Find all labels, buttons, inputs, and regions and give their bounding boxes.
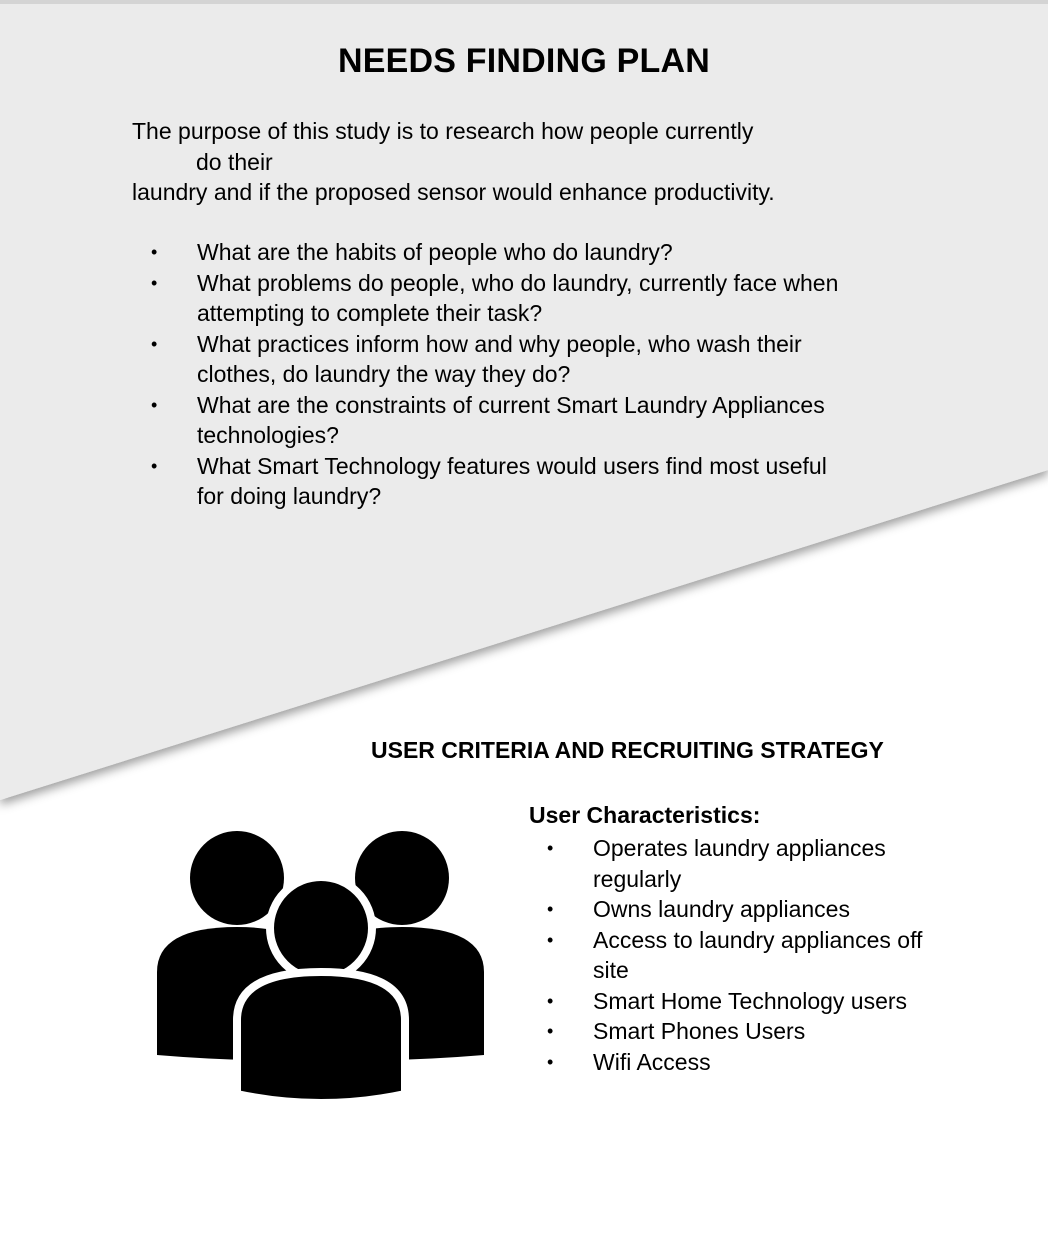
characteristic-item: Wifi Access — [529, 1047, 929, 1078]
research-question: What are the constraints of current Smar… — [133, 390, 853, 451]
purpose-line: laundry and if the proposed sensor would… — [132, 179, 775, 205]
research-questions-list: What are the habits of people who do lau… — [133, 237, 853, 512]
page-title: NEEDS FINDING PLAN — [338, 42, 710, 80]
user-characteristics-list: Operates laundry appliances regularly Ow… — [529, 833, 929, 1077]
characteristic-item: Operates laundry appliances regularly — [529, 833, 929, 894]
research-question: What are the habits of people who do lau… — [133, 237, 853, 268]
research-question: What Smart Technology features would use… — [133, 451, 853, 512]
purpose-line: The purpose of this study is to research… — [132, 118, 754, 144]
characteristics-heading: User Characteristics: — [529, 802, 761, 828]
users-group-icon — [157, 831, 484, 1107]
section-title: USER CRITERIA AND RECRUITING STRATEGY — [371, 737, 884, 763]
characteristic-item: Smart Phones Users — [529, 1016, 929, 1047]
characteristic-item: Owns laundry appliances — [529, 894, 929, 925]
characteristic-item: Access to laundry appliances off site — [529, 925, 929, 986]
purpose-line: do their — [196, 148, 273, 175]
purpose-statement: The purpose of this study is to research… — [132, 116, 852, 208]
research-question: What practices inform how and why people… — [133, 329, 853, 390]
characteristic-item: Smart Home Technology users — [529, 986, 929, 1017]
research-question: What problems do people, who do laundry,… — [133, 268, 853, 329]
